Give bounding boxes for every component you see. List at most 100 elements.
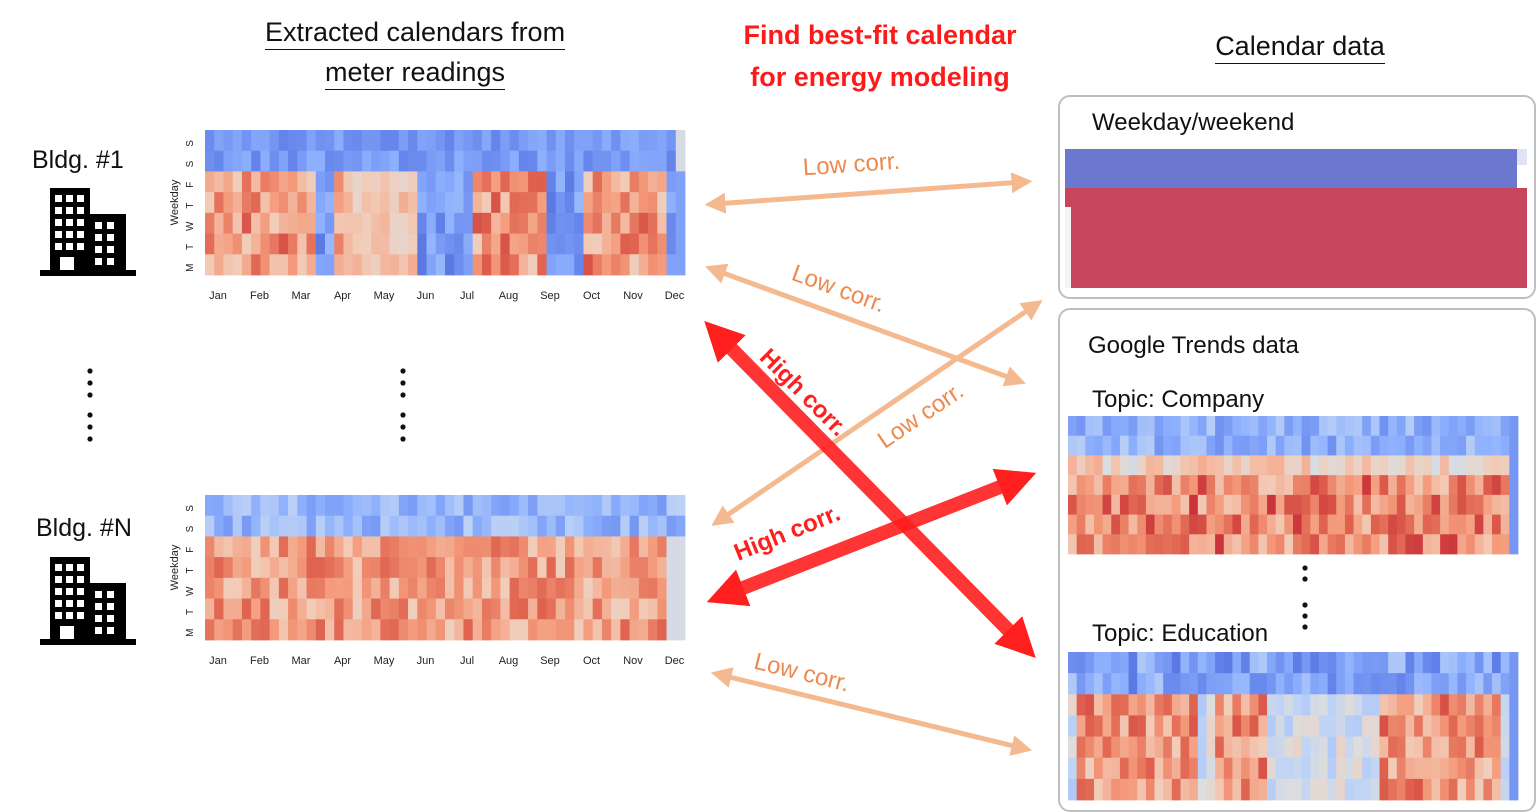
google-trends-title: Google Trends data bbox=[1088, 332, 1299, 359]
heatmap-cell bbox=[343, 536, 354, 558]
heatmap-cell bbox=[1171, 455, 1181, 476]
heatmap-cell bbox=[251, 130, 261, 152]
heatmap-cell bbox=[1119, 455, 1129, 476]
heatmap-cell bbox=[1353, 715, 1363, 737]
heatmap-cell bbox=[352, 495, 363, 517]
heatmap-cell bbox=[232, 254, 243, 276]
heatmap-cell bbox=[232, 495, 243, 517]
heatmap-cell bbox=[297, 171, 307, 193]
heatmap-cell bbox=[454, 515, 464, 537]
heatmap-cell bbox=[1301, 416, 1311, 437]
heatmap-cell bbox=[1474, 652, 1484, 674]
heatmap-cell bbox=[1405, 475, 1415, 496]
heatmap-cell bbox=[389, 619, 400, 641]
heatmap-cell bbox=[408, 212, 418, 234]
heatmap-cell bbox=[1215, 475, 1225, 496]
heatmap-cell bbox=[1370, 534, 1380, 555]
heatmap-cell bbox=[1310, 673, 1320, 695]
month-tick-label: Mar bbox=[292, 655, 311, 667]
heatmap-cell bbox=[352, 557, 363, 579]
heatmap-cell bbox=[1267, 736, 1277, 759]
heatmap-cell bbox=[1206, 435, 1216, 456]
heatmap-cell bbox=[638, 619, 649, 641]
heatmap-cell bbox=[491, 557, 501, 579]
heatmap-cell bbox=[1197, 514, 1207, 535]
heatmap-cell bbox=[445, 233, 455, 255]
heatmap-cell bbox=[1223, 514, 1233, 535]
heatmap-cell bbox=[1318, 652, 1329, 674]
heatmap-cell bbox=[445, 557, 455, 579]
heatmap-cell bbox=[638, 254, 649, 276]
heatmap-cell bbox=[1119, 514, 1129, 535]
heatmap-cell bbox=[1370, 673, 1380, 695]
heatmap-cell bbox=[1396, 757, 1406, 780]
heatmap-cell bbox=[417, 619, 427, 641]
heatmap-cell bbox=[1232, 455, 1242, 476]
heatmap-cell bbox=[638, 495, 649, 517]
heatmap-cell bbox=[555, 150, 566, 172]
heatmap-cell bbox=[260, 495, 271, 517]
heatmap-cell bbox=[1180, 475, 1190, 496]
heatmap-cell bbox=[241, 495, 252, 517]
heatmap-cell bbox=[1362, 455, 1372, 476]
heatmap-cell bbox=[1509, 694, 1519, 716]
heatmap-cell bbox=[1119, 778, 1129, 801]
heatmap-cell bbox=[1145, 475, 1155, 496]
heatmap-cell bbox=[528, 577, 538, 599]
heatmap-cell bbox=[214, 171, 224, 193]
heatmap-cell bbox=[1284, 475, 1294, 496]
heatmap-cell bbox=[1327, 736, 1337, 759]
heatmap-cell bbox=[1085, 455, 1095, 476]
heatmap-cell bbox=[1267, 475, 1277, 496]
heatmap-cell bbox=[1388, 715, 1398, 737]
heatmap-cell bbox=[288, 557, 298, 579]
heatmap-cell bbox=[454, 150, 464, 172]
heatmap-cell bbox=[592, 192, 603, 214]
heatmap-cell bbox=[223, 233, 234, 255]
heatmap-cell bbox=[297, 536, 307, 558]
heatmap-cell bbox=[509, 233, 520, 255]
heatmap-cell bbox=[1405, 757, 1415, 780]
heatmap-cell bbox=[1111, 416, 1121, 437]
heatmap-cell bbox=[1492, 715, 1502, 737]
heatmap-cell bbox=[1223, 494, 1233, 515]
heatmap-cell bbox=[601, 192, 612, 214]
heatmap-cell bbox=[278, 557, 289, 579]
heatmap-cell bbox=[343, 515, 354, 537]
heatmap-cell bbox=[1102, 694, 1112, 716]
heatmap-cell bbox=[657, 233, 667, 255]
heatmap-cell bbox=[454, 130, 464, 152]
heatmap-cell bbox=[352, 192, 363, 214]
heatmap-cell bbox=[518, 557, 529, 579]
heatmap-cell bbox=[1137, 694, 1147, 716]
heatmap-cell bbox=[574, 598, 584, 620]
heatmap-cell bbox=[205, 192, 215, 214]
heatmap-cell bbox=[1483, 475, 1493, 496]
heatmap-cell bbox=[435, 130, 446, 152]
heatmap-cell bbox=[463, 192, 474, 214]
heatmap-cell bbox=[1180, 494, 1190, 515]
heatmap-cell bbox=[1145, 673, 1155, 695]
heatmap-cell bbox=[611, 192, 621, 214]
heatmap-cell bbox=[1405, 494, 1415, 515]
heatmap-cell bbox=[500, 212, 511, 234]
heatmap-cell bbox=[380, 515, 391, 537]
heatmap-cell bbox=[648, 171, 658, 193]
heatmap-cell bbox=[1293, 778, 1303, 801]
heatmap-cell bbox=[1379, 534, 1389, 555]
heatmap-cell bbox=[1154, 652, 1164, 674]
heatmap-topic-company bbox=[1068, 416, 1519, 555]
heatmap-cell bbox=[343, 557, 354, 579]
heatmap-cell bbox=[1223, 736, 1233, 759]
heatmap-cell bbox=[241, 130, 252, 152]
heatmap-cell bbox=[1301, 435, 1311, 456]
heatmap-cell bbox=[260, 150, 271, 172]
heatmap-cell bbox=[1284, 778, 1294, 801]
heatmap-cell bbox=[463, 557, 474, 579]
heatmap-cell bbox=[454, 254, 464, 276]
heatmap-cell bbox=[1249, 475, 1259, 496]
heatmap-cell bbox=[1301, 757, 1311, 780]
heatmap-cell bbox=[1119, 757, 1129, 780]
heatmap-cell bbox=[334, 557, 344, 579]
heatmap-cell bbox=[1422, 673, 1432, 695]
